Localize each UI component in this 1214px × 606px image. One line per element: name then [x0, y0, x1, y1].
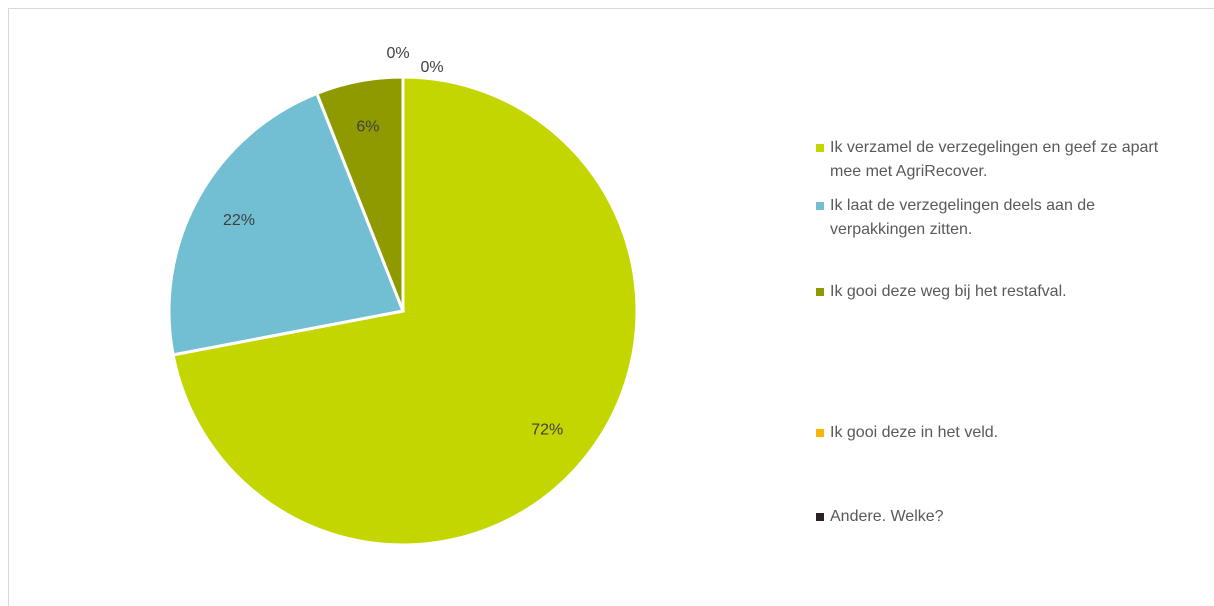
data-label: 0% — [420, 59, 443, 76]
legend-label: Ik laat de verzegelingen deels aan de ve… — [830, 197, 1096, 238]
legend-label: Ik gooi deze weg bij het restafval. — [830, 283, 1067, 300]
legend-swatch — [816, 513, 824, 521]
legend-item: Ik gooi deze weg bij het restafval. — [816, 280, 1170, 304]
legend-label: Andere. Welke? — [830, 508, 944, 525]
data-label: 0% — [386, 45, 409, 62]
legend-swatch — [816, 429, 824, 437]
legend-swatch — [816, 144, 824, 152]
legend-swatch — [816, 288, 824, 296]
legend-label: Ik gooi deze in het veld. — [830, 424, 999, 441]
chart-border — [8, 8, 1214, 606]
pie-slice — [167, 91, 406, 357]
legend-item: Ik verzamel de verzegelingen en geef ze … — [816, 136, 1170, 184]
legend-item: Andere. Welke? — [816, 505, 1170, 529]
pie-slice — [171, 75, 639, 547]
data-label: 6% — [356, 118, 379, 135]
data-label: 22% — [223, 212, 255, 229]
legend-swatch — [816, 202, 824, 210]
legend-label: Ik verzamel de verzegelingen en geef ze … — [830, 139, 1159, 180]
legend-item: Ik laat de verzegelingen deels aan de ve… — [816, 194, 1170, 242]
data-label: 72% — [531, 422, 563, 439]
legend-item: Ik gooi deze in het veld. — [816, 421, 1170, 445]
